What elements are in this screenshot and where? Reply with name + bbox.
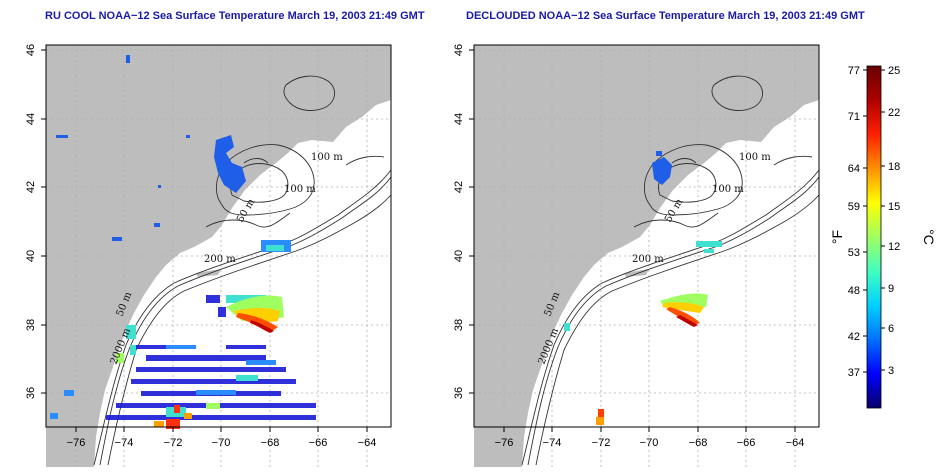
lat-tick-label: 40 — [453, 250, 465, 262]
panel-1-title: RU COOL NOAA−12 Sea Surface Temperature … — [45, 10, 425, 22]
lat-tick-label: 38 — [453, 319, 465, 331]
colorbar: 77 71 64 59 53 48 42 37 25 22 18 15 12 9… — [829, 65, 937, 409]
f-tick-label: 59 — [848, 201, 860, 213]
contour-label: 100 m — [712, 184, 744, 195]
lon-tick-label: −68 — [689, 437, 708, 449]
lat-axis: 36 38 40 42 44 46 — [25, 44, 46, 399]
f-tick-label: 64 — [848, 163, 860, 175]
c-tick-label: 22 — [888, 107, 900, 119]
lon-axis: −76 −74 −72 −70 −68 −66 −64 — [67, 427, 377, 449]
colorbar-fahrenheit-ticks: 77 71 64 59 53 48 42 37 — [848, 65, 867, 379]
lat-tick-label: 38 — [25, 319, 37, 331]
lon-tick-label: −70 — [212, 437, 231, 449]
c-tick-label: 18 — [888, 161, 900, 173]
lon-tick-label: −66 — [737, 437, 756, 449]
c-tick-label: 9 — [888, 283, 894, 295]
lon-tick-label: −66 — [309, 437, 328, 449]
lon-tick-label: −72 — [164, 437, 183, 449]
lon-tick-label: −70 — [640, 437, 659, 449]
lon-tick-label: −76 — [67, 437, 86, 449]
f-tick-label: 42 — [848, 331, 860, 343]
colorbar-celsius-ticks: 25 22 18 15 12 9 6 3 — [881, 65, 900, 377]
lon-axis: −76 −74 −72 −70 −68 −66 −64 — [495, 427, 805, 449]
sst-pixels — [50, 55, 316, 429]
lat-tick-label: 46 — [25, 44, 37, 56]
c-tick-label: 15 — [888, 201, 900, 213]
lon-tick-label: −76 — [495, 437, 514, 449]
sst-pixels — [564, 151, 722, 425]
f-tick-label: 71 — [848, 111, 860, 123]
f-tick-label: 37 — [848, 367, 860, 379]
c-tick-label: 12 — [888, 241, 900, 253]
lat-axis: 36 38 40 42 44 46 — [453, 44, 474, 399]
f-tick-label: 53 — [848, 247, 860, 259]
c-tick-label: 25 — [888, 65, 900, 77]
lat-tick-label: 42 — [25, 181, 37, 193]
lat-tick-label: 44 — [25, 113, 37, 125]
lon-tick-label: −64 — [358, 437, 377, 449]
lat-tick-label: 36 — [25, 387, 37, 399]
fahrenheit-unit-label: °F — [829, 230, 845, 244]
map-panel-1: 100 m 100 m 50 m 200 m 50 m 2000 m −76 −… — [25, 44, 392, 468]
lon-tick-label: −72 — [592, 437, 611, 449]
contour-label: 100 m — [739, 152, 771, 163]
lat-tick-label: 42 — [453, 181, 465, 193]
contour-label: 200 m — [204, 254, 236, 265]
contour-label: 100 m — [284, 184, 316, 195]
lat-tick-label: 46 — [453, 44, 465, 56]
c-tick-label: 6 — [888, 323, 894, 335]
map-frame — [45, 44, 392, 428]
map-frame — [473, 44, 820, 428]
map-panel-2: 100 m 100 m 50 m 200 m 50 m 2000 m −76 −… — [453, 44, 820, 468]
f-tick-label: 48 — [848, 285, 860, 297]
lon-tick-label: −74 — [543, 437, 562, 449]
colorbar-gradient — [866, 65, 882, 409]
c-tick-label: 3 — [888, 365, 894, 377]
lon-tick-label: −74 — [115, 437, 134, 449]
lon-tick-label: −68 — [261, 437, 280, 449]
f-tick-label: 77 — [848, 65, 860, 77]
panel-2-title: DECLOUDED NOAA−12 Sea Surface Temperatur… — [466, 10, 865, 22]
contour-label: 100 m — [311, 152, 343, 163]
celsius-unit-label: °C — [921, 229, 937, 245]
lat-tick-label: 40 — [25, 250, 37, 262]
contour-label: 200 m — [632, 254, 664, 265]
lat-tick-label: 44 — [453, 113, 465, 125]
lon-tick-label: −64 — [786, 437, 805, 449]
lat-tick-label: 36 — [453, 387, 465, 399]
